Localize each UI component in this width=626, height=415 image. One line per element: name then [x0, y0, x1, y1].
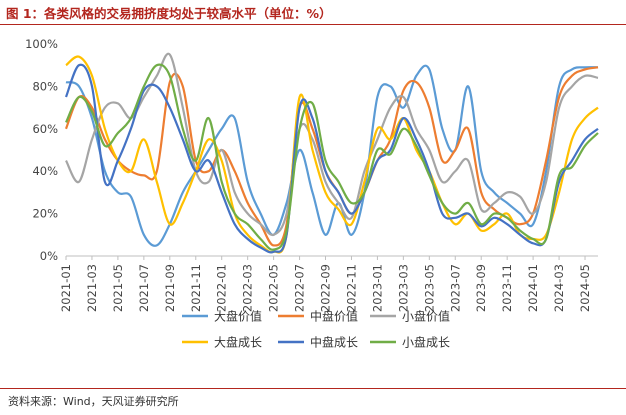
- y-tick-label: 60%: [32, 122, 58, 136]
- x-tick-label: 2022-07: [293, 264, 307, 312]
- x-tick-label: 2024-03: [552, 264, 566, 312]
- series-lines: [64, 52, 599, 254]
- series-line-4: [65, 55, 599, 254]
- series-line-5: [64, 63, 599, 254]
- x-tick-label: 2021-09: [163, 264, 177, 312]
- legend-label: 小盘价值: [402, 309, 450, 324]
- x-tick-label: 2023-11: [500, 264, 514, 312]
- x-tick-label: 2021-07: [137, 264, 151, 312]
- x-tick-label: 2022-11: [344, 264, 358, 312]
- legend-label: 中盘成长: [310, 335, 358, 350]
- x-tick-label: 2023-05: [422, 264, 436, 312]
- figure-title: 图 1：各类风格的交易拥挤度均处于较高水平（单位：%）: [6, 6, 332, 21]
- line-chart: 0% 20% 40% 60% 80% 100% 2021-01 2021-03 2021-05…: [25, 37, 599, 350]
- source-note: 资料来源：Wind，天风证券研究所: [8, 395, 179, 408]
- x-tick-label: 2021-03: [85, 264, 99, 312]
- series-line-6: [65, 63, 599, 251]
- x-tick-label: 2023-03: [396, 264, 410, 312]
- y-axis: 0% 20% 40% 60% 80% 100%: [25, 37, 58, 263]
- source-rule: [0, 388, 626, 389]
- title-rule: [0, 24, 626, 25]
- x-tick-label: 2022-01: [215, 264, 229, 312]
- x-tick-label: 2024-05: [578, 264, 592, 312]
- x-tick-label: 2023-01: [370, 264, 384, 312]
- legend-label: 大盘成长: [214, 335, 262, 350]
- x-tick-label: 2024-01: [526, 264, 540, 312]
- x-tick-label: 2022-03: [241, 264, 255, 312]
- x-tick-label: 2021-01: [59, 264, 73, 312]
- y-tick-label: 20%: [32, 207, 58, 221]
- x-tick-label: 2021-11: [189, 264, 203, 312]
- legend-label: 中盘价值: [310, 309, 358, 324]
- x-tick-label: 2022-05: [267, 264, 281, 312]
- y-tick-label: 40%: [32, 164, 58, 178]
- x-tick-label: 2021-05: [111, 264, 125, 312]
- series-line-3: [65, 52, 599, 237]
- series-line-1: [65, 64, 599, 247]
- y-tick-label: 80%: [32, 79, 58, 93]
- y-tick-label: 100%: [25, 37, 58, 51]
- legend-label: 小盘成长: [402, 335, 450, 350]
- y-tick-label: 0%: [40, 249, 58, 263]
- x-tick-label: 2023-07: [448, 264, 462, 312]
- x-tick-label: 2022-09: [319, 264, 333, 312]
- x-tick-label: 2023-09: [474, 264, 488, 312]
- legend-label: 大盘价值: [214, 309, 262, 324]
- x-axis: 2021-01 2021-03 2021-05 2021-07 2021-09 2021-…: [59, 255, 598, 312]
